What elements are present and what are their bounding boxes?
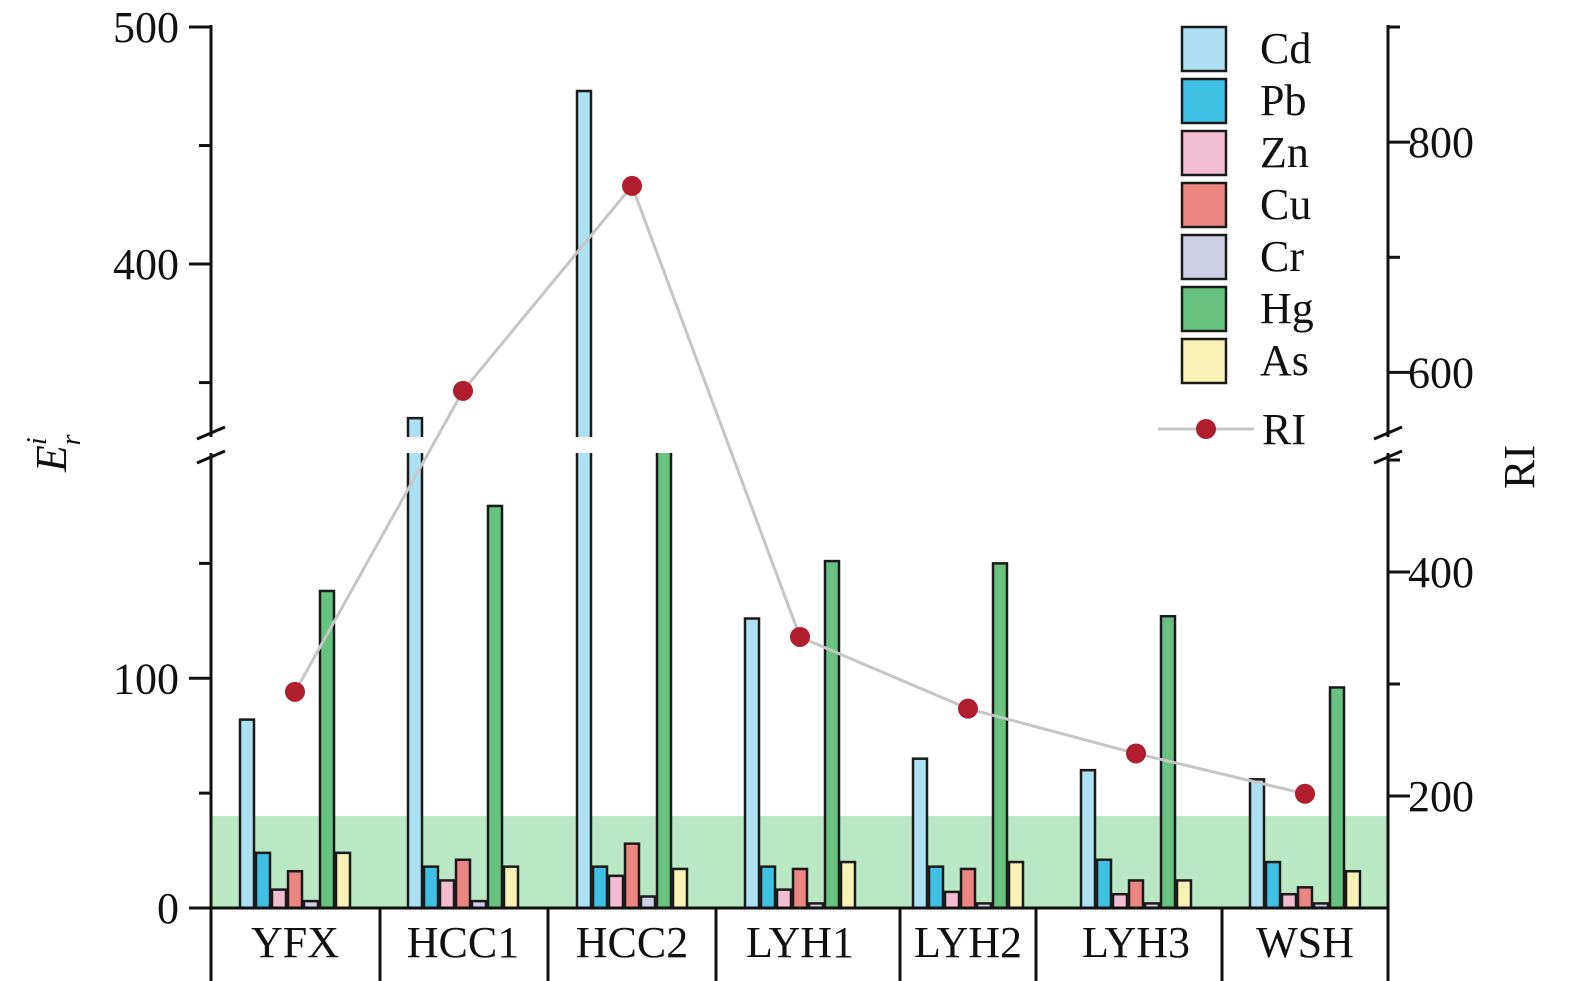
bar-pb-hcc1 — [422, 865, 440, 910]
left-tick-label: 500 — [113, 3, 179, 52]
right-tick-label: 400 — [1408, 548, 1474, 597]
legend-swatch-pb — [1180, 77, 1228, 125]
bar-as-lyh1 — [839, 860, 857, 910]
ri-point — [1126, 743, 1146, 764]
ri-line — [293, 182, 1306, 796]
legend-label-cd: Cd — [1260, 24, 1311, 73]
legend-label-ri: RI — [1262, 405, 1306, 454]
right-tick-label: 600 — [1408, 348, 1474, 397]
x-tick-label: HCC2 — [576, 918, 688, 967]
x-tick-label: LYH1 — [746, 918, 854, 967]
bar-as-yfx — [334, 851, 352, 910]
axes-layer: 0 100 400 500 200 400 600 800 — [113, 3, 1474, 981]
bar-cd-wsh — [1248, 778, 1266, 910]
left-tick-label: 100 — [113, 654, 179, 703]
bar-pb-wsh — [1264, 860, 1282, 910]
legend-swatch-cr — [1180, 233, 1228, 281]
bar-cd-lyh2 — [911, 757, 929, 910]
bar-hg-hcc2 — [655, 443, 673, 910]
x-tick-label: YFX — [251, 918, 339, 967]
legend-label-zn: Zn — [1260, 128, 1309, 177]
axis-break-mark — [1373, 449, 1403, 465]
bar-as-wsh — [1344, 869, 1362, 910]
bar-cu-hcc1 — [454, 858, 472, 910]
bar-cd-hcc2 — [575, 89, 593, 910]
bar-zn-lyh3 — [1111, 892, 1129, 910]
legend-label-cu: Cu — [1260, 180, 1311, 229]
bar-cu-lyh1 — [791, 867, 809, 910]
bar-zn-yfx — [270, 888, 288, 910]
bar-pb-hcc2 — [591, 865, 609, 910]
bar-cr-hcc2 — [639, 895, 657, 910]
bar-as-hcc1 — [502, 865, 520, 910]
x-tick-label: HCC1 — [407, 918, 519, 967]
bar-cd-lyh3 — [1079, 768, 1097, 910]
axis-break-mark — [196, 425, 226, 441]
legend-swatch-cd — [1180, 25, 1228, 73]
x-tick-label: LYH3 — [1082, 918, 1190, 967]
legend-label-as: As — [1260, 336, 1309, 385]
bar-hg-yfx — [318, 589, 336, 910]
x-tick-label: WSH — [1256, 918, 1354, 967]
axis-break-mark — [1373, 425, 1403, 441]
left-tick-label: 0 — [157, 884, 179, 933]
ri-point — [285, 681, 305, 702]
bar-zn-wsh — [1280, 892, 1298, 910]
left-tick-label: 400 — [113, 240, 179, 289]
bar-cd-hcc1 — [406, 416, 424, 910]
x-tick-label: LYH2 — [914, 918, 1022, 967]
right-tick-label: 200 — [1408, 772, 1474, 821]
bar-as-lyh3 — [1175, 879, 1193, 910]
axis-break-gap — [213, 437, 1386, 453]
bar-pb-yfx — [254, 851, 272, 910]
legend-ri-marker — [1196, 419, 1216, 439]
bar-cu-wsh — [1296, 886, 1314, 910]
ri-point — [453, 380, 473, 401]
bar-zn-hcc2 — [607, 874, 625, 910]
bar-pb-lyh3 — [1095, 858, 1113, 910]
legend-label-pb: Pb — [1260, 76, 1306, 125]
bar-pb-lyh2 — [927, 865, 945, 910]
bar-cd-yfx — [238, 718, 256, 910]
bar-as-lyh2 — [1007, 860, 1025, 910]
bar-cu-hcc2 — [623, 842, 641, 910]
bar-zn-lyh1 — [775, 888, 793, 910]
bar-hg-lyh1 — [823, 559, 841, 910]
ri-point — [1295, 783, 1315, 804]
bar-cu-lyh3 — [1127, 879, 1145, 910]
bar-cu-lyh2 — [959, 867, 977, 910]
x-category-labels: YFX HCC1 HCC2 LYH1 LYH2 LYH3 WSH — [251, 908, 1354, 981]
bar-pb-lyh1 — [759, 865, 777, 910]
bars-layer — [213, 89, 1386, 910]
bar-cu-yfx — [286, 869, 304, 910]
axis-break-mark — [196, 449, 226, 465]
legend-swatch-hg — [1180, 285, 1228, 333]
bar-as-hcc2 — [671, 867, 689, 910]
legend-label-cr: Cr — [1260, 232, 1304, 281]
right-tick-label: 800 — [1408, 118, 1474, 167]
ri-point — [958, 698, 978, 719]
ri-line-layer — [285, 175, 1315, 804]
legend-label-hg: Hg — [1260, 284, 1314, 333]
bar-zn-lyh2 — [943, 890, 961, 910]
bar-hg-hcc1 — [486, 504, 504, 910]
legend-swatch-zn — [1180, 129, 1228, 177]
y-axis-label-right: RI — [1495, 445, 1544, 489]
bar-zn-hcc1 — [438, 879, 456, 910]
legend-swatch-cu — [1180, 181, 1228, 229]
ri-point — [622, 175, 642, 196]
bar-hg-lyh2 — [991, 562, 1009, 910]
legend-swatch-as — [1180, 337, 1228, 385]
bar-cd-lyh1 — [743, 617, 761, 910]
ri-point — [790, 626, 810, 647]
bar-hg-wsh — [1328, 686, 1346, 910]
y-axis-label-left: Ei r — [22, 434, 87, 473]
